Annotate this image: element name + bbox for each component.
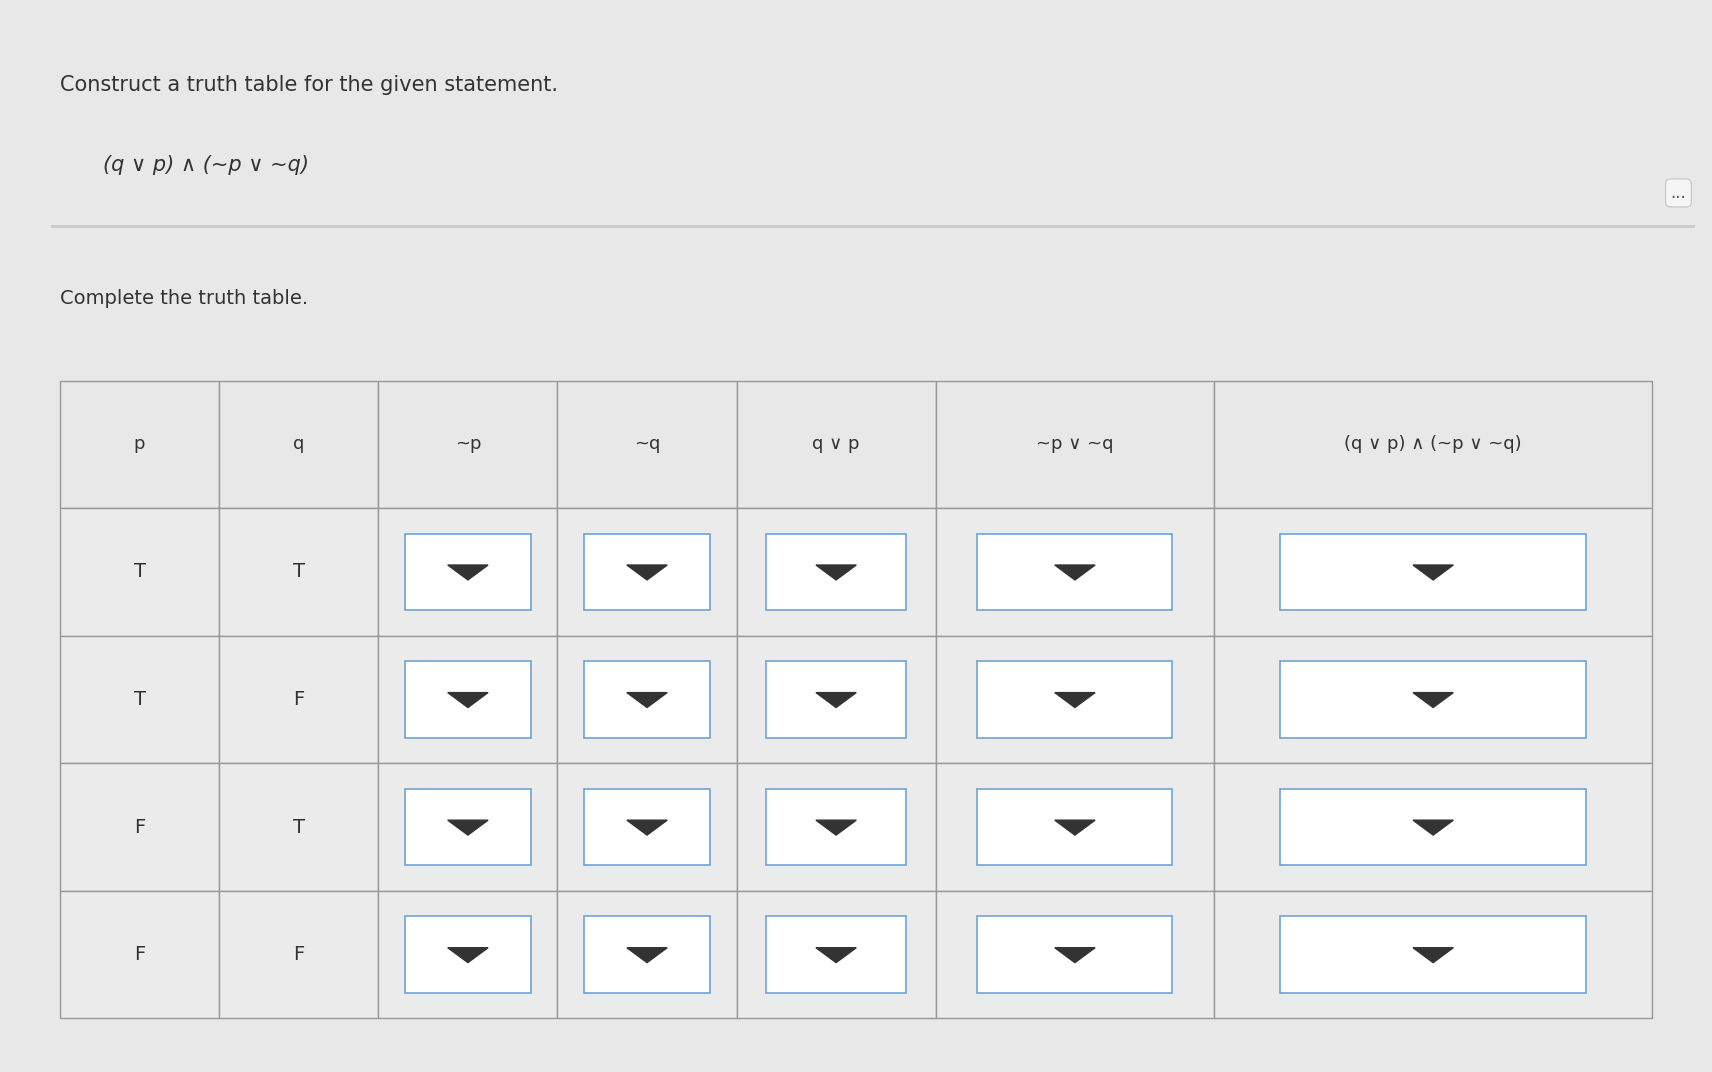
Text: ~q: ~q [633,435,661,453]
Bar [1281,661,1587,738]
Text: Complete the truth table.: Complete the truth table. [60,289,308,309]
Bar [978,534,1173,610]
Bar [219,508,378,636]
Bar [978,789,1173,865]
Bar [736,891,936,1018]
Bar [60,891,219,1018]
Bar [767,661,906,738]
Polygon shape [449,693,488,708]
Text: q: q [293,435,305,453]
Polygon shape [627,948,668,963]
Text: q ∨ p: q ∨ p [813,435,859,453]
Text: F: F [293,690,305,709]
Bar [1281,789,1587,865]
Polygon shape [1412,948,1453,963]
Bar [51,225,1695,228]
Polygon shape [817,820,856,835]
Polygon shape [817,693,856,708]
Bar [378,891,558,1018]
Bar [584,789,710,865]
Bar [60,508,219,636]
Bar [936,891,1214,1018]
Text: (q ∨ p) ∧ (~p ∨ ~q): (q ∨ p) ∧ (~p ∨ ~q) [103,155,308,176]
Bar [978,661,1173,738]
Bar [736,381,936,508]
Bar [378,381,558,508]
Text: Construct a truth table for the given statement.: Construct a truth table for the given st… [60,75,558,95]
Text: (q ∨ p) ∧ (~p ∨ ~q): (q ∨ p) ∧ (~p ∨ ~q) [1344,435,1522,453]
Polygon shape [1055,693,1096,708]
Polygon shape [1412,693,1453,708]
Bar [936,381,1214,508]
Polygon shape [449,948,488,963]
Bar [219,891,378,1018]
Text: ~p ∨ ~q: ~p ∨ ~q [1036,435,1115,453]
Text: p: p [134,435,146,453]
Polygon shape [627,693,668,708]
Polygon shape [1055,820,1096,835]
Polygon shape [627,565,668,580]
Bar [936,636,1214,763]
Bar [1281,917,1587,993]
Polygon shape [1412,565,1453,580]
Bar [558,636,736,763]
Bar [1214,891,1652,1018]
Text: F: F [134,946,146,964]
Bar [736,636,936,763]
Polygon shape [627,820,668,835]
Bar [219,763,378,891]
Bar [219,636,378,763]
Bar [378,508,558,636]
Bar [60,381,219,508]
Bar [767,917,906,993]
Polygon shape [449,565,488,580]
Bar [584,661,710,738]
Bar [60,636,219,763]
Text: ~p: ~p [455,435,481,453]
Bar [936,508,1214,636]
Bar [936,763,1214,891]
Bar [60,763,219,891]
Bar [406,534,531,610]
Bar [767,789,906,865]
Bar [558,763,736,891]
Text: T: T [293,563,305,581]
Bar [558,381,736,508]
Bar [736,763,936,891]
Text: T: T [293,818,305,836]
Bar [406,661,531,738]
Polygon shape [449,820,488,835]
Bar [558,891,736,1018]
Polygon shape [817,948,856,963]
Bar [978,917,1173,993]
Polygon shape [1055,948,1096,963]
Bar [558,508,736,636]
Bar [736,508,936,636]
Bar [1281,534,1587,610]
Text: F: F [134,818,146,836]
Text: ...: ... [1671,184,1686,202]
Text: F: F [293,946,305,964]
Bar [378,763,558,891]
Text: T: T [134,563,146,581]
Polygon shape [1412,820,1453,835]
Bar [219,381,378,508]
Polygon shape [1055,565,1096,580]
Bar [406,789,531,865]
Bar [1214,636,1652,763]
Bar [1214,381,1652,508]
Polygon shape [817,565,856,580]
Bar [378,636,558,763]
Bar [584,534,710,610]
Bar [767,534,906,610]
Bar [584,917,710,993]
Text: T: T [134,690,146,709]
Bar [406,917,531,993]
Bar [1214,763,1652,891]
Bar [1214,508,1652,636]
